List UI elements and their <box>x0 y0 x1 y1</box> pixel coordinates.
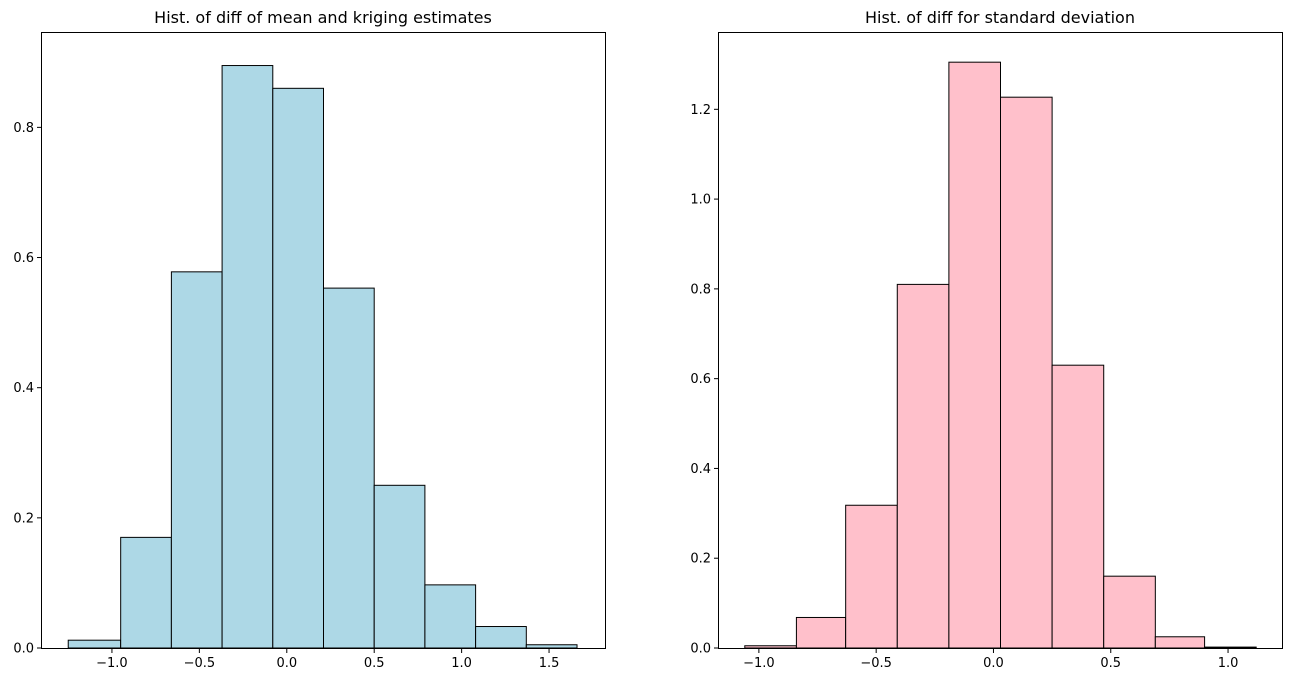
left-bar-1 <box>67 639 122 649</box>
right-bars <box>744 61 1257 649</box>
left-bar-6 <box>323 287 375 649</box>
right-y-tick-label-4: 0.8 <box>690 282 711 297</box>
right-y-tick-label-6: 1.2 <box>690 103 711 118</box>
left-bar-8 <box>424 584 477 649</box>
right-bar-2 <box>795 616 847 649</box>
right-bar-5 <box>948 61 1002 649</box>
left-bar-3 <box>170 271 223 649</box>
right-histogram-panel: Hist. of diff for standard deviation −1.… <box>690 8 1283 671</box>
right-bar-4 <box>896 283 950 649</box>
left-bar-9 <box>475 626 527 649</box>
right-bar-8 <box>1103 575 1156 649</box>
left-x-tick-label-5: 1.5 <box>539 656 560 671</box>
right-bar-3 <box>845 504 898 649</box>
right-x-tick-label-3: 0.5 <box>1100 656 1121 671</box>
right-bar-6 <box>1000 96 1053 649</box>
right-y-axis-ticks: 0.0 0.2 0.4 0.6 0.8 1.0 1.2 <box>690 103 719 657</box>
right-y-tick-label-5: 1.0 <box>690 193 711 208</box>
right-chart-title: Hist. of diff for standard deviation <box>865 8 1135 27</box>
left-x-axis-ticks: −1.0 −0.5 0.0 0.5 1.0 1.5 <box>96 648 559 671</box>
left-chart-title: Hist. of diff of mean and kriging estima… <box>154 8 492 27</box>
left-bars <box>67 65 578 649</box>
left-bar-2 <box>120 536 172 649</box>
right-y-tick-label-3: 0.6 <box>690 372 711 387</box>
left-y-tick-label-1: 0.2 <box>13 511 34 526</box>
left-histogram-panel: Hist. of diff of mean and kriging estima… <box>13 8 606 671</box>
left-y-axis-ticks: 0.0 0.2 0.4 0.6 0.8 <box>13 121 42 657</box>
left-bar-4 <box>221 65 274 649</box>
right-x-tick-label-2: 0.0 <box>983 656 1004 671</box>
left-bar-10 <box>525 644 578 649</box>
right-y-tick-label-0: 0.0 <box>690 642 711 657</box>
left-x-tick-label-0: −1.0 <box>96 656 128 671</box>
left-bar-5 <box>272 87 324 649</box>
left-x-tick-label-2: 0.0 <box>276 656 297 671</box>
right-x-tick-label-0: −1.0 <box>743 656 775 671</box>
left-x-tick-label-3: 0.5 <box>364 656 385 671</box>
left-y-tick-label-0: 0.0 <box>13 642 34 657</box>
right-bar-10 <box>1204 646 1257 649</box>
right-bar-1 <box>744 645 797 649</box>
right-x-tick-label-4: 1.0 <box>1218 656 1239 671</box>
left-x-tick-label-1: −0.5 <box>184 656 216 671</box>
left-y-tick-label-2: 0.4 <box>13 381 34 396</box>
right-x-axis-ticks: −1.0 −0.5 0.0 0.5 1.0 <box>743 648 1238 671</box>
left-x-tick-label-4: 1.0 <box>451 656 472 671</box>
left-y-tick-label-4: 0.8 <box>13 121 34 136</box>
left-bar-7 <box>373 484 426 649</box>
right-x-tick-label-1: −0.5 <box>860 656 892 671</box>
left-plot-frame <box>41 32 606 649</box>
right-bar-9 <box>1154 636 1206 649</box>
right-bar-7 <box>1051 364 1105 649</box>
right-plot-frame <box>718 32 1283 649</box>
right-y-tick-label-2: 0.4 <box>690 462 711 477</box>
left-y-tick-label-3: 0.6 <box>13 251 34 266</box>
right-y-tick-label-1: 0.2 <box>690 552 711 567</box>
